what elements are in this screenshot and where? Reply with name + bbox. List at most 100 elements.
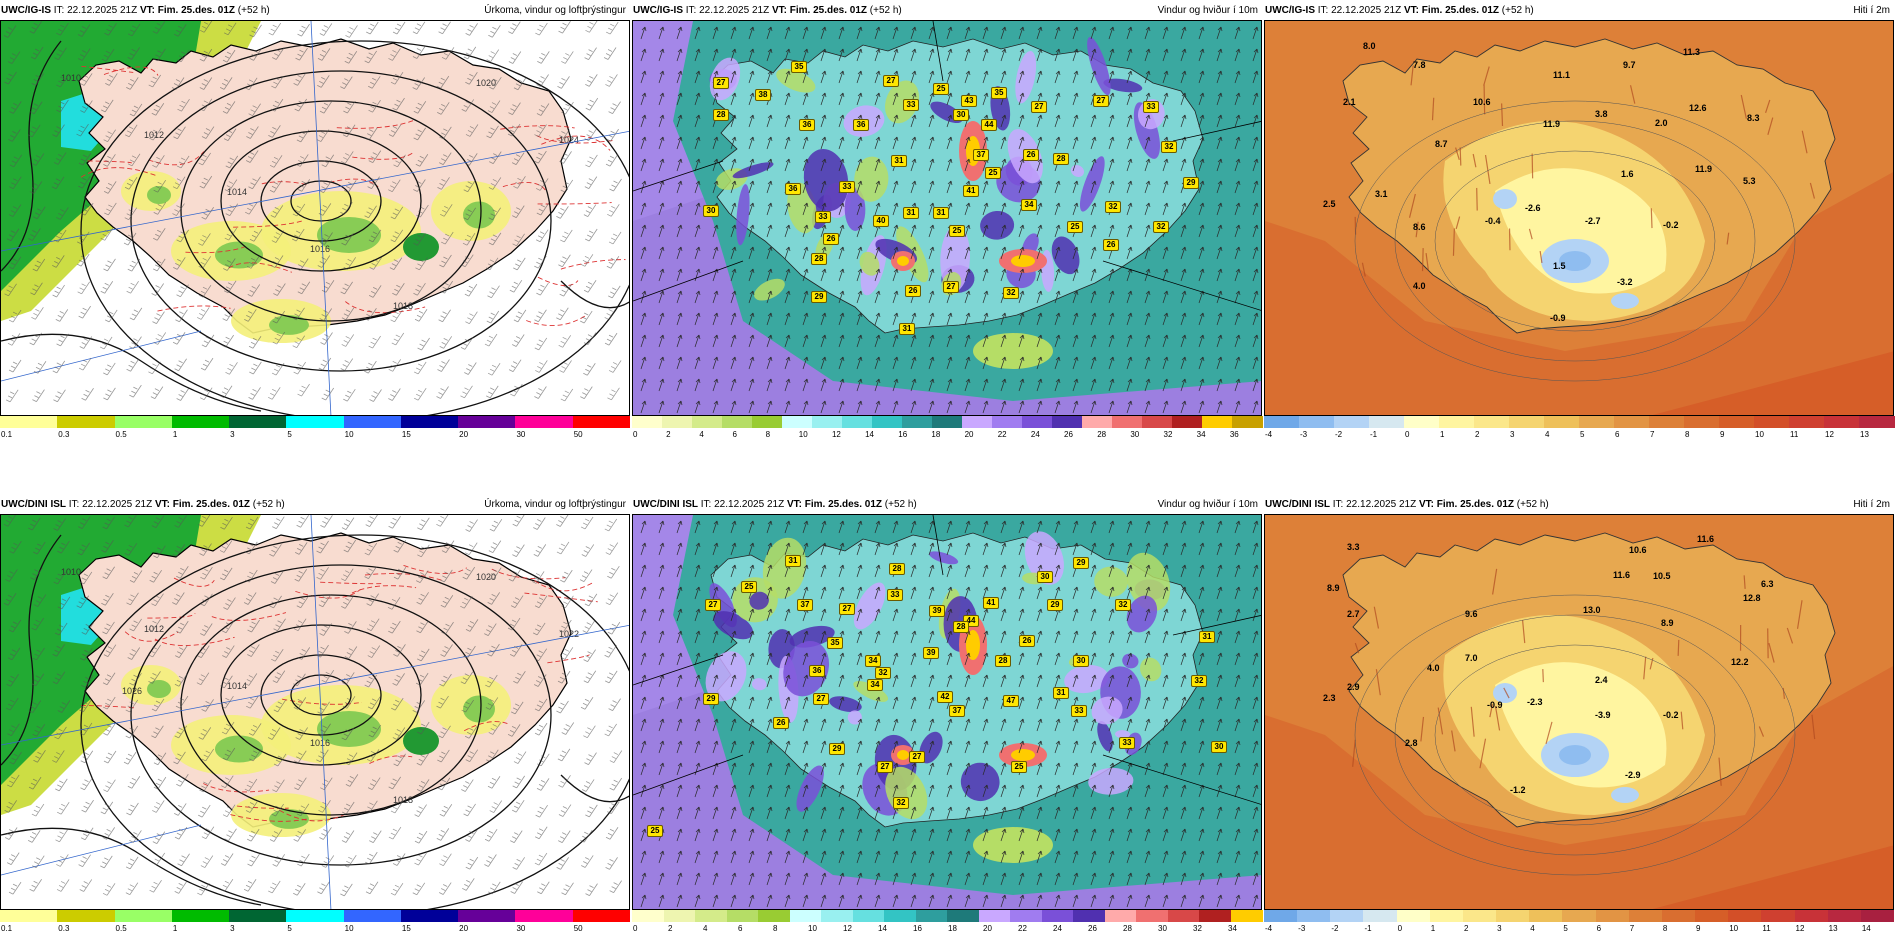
colorbar-swatch bbox=[692, 416, 723, 428]
colorbar-tick-label: 4 bbox=[703, 924, 708, 933]
colorbar-tick-label: 30 bbox=[516, 924, 526, 933]
colorbar-swatch bbox=[1010, 910, 1042, 922]
temperature-label: 2.7 bbox=[1347, 609, 1360, 619]
colorbar-tick-label: 2 bbox=[1463, 924, 1469, 933]
gust-label: 34 bbox=[865, 655, 881, 667]
colorbar-tick-label: 22 bbox=[1018, 924, 1027, 933]
gust-label: 37 bbox=[949, 705, 965, 717]
colorbar-tick-label: 34 bbox=[1196, 430, 1206, 439]
wind-speed-blobs bbox=[705, 531, 1171, 820]
temperature-label: -2.3 bbox=[1527, 697, 1543, 707]
colorbar-tick-label: 2 bbox=[1475, 430, 1480, 439]
gust-label: 28 bbox=[995, 655, 1011, 667]
temp-map[interactable]: 3.3 10.6 11.6 8.9 11.6 10.5 6.3 2.7 9.6 13.0 12.8 8… bbox=[1264, 514, 1894, 910]
precip-map[interactable]: 1010 1012 1014 1016 1018 1020 1024 bbox=[0, 20, 630, 416]
temperature-label: 5.3 bbox=[1743, 176, 1756, 186]
colorbar-swatch bbox=[821, 910, 853, 922]
init-time: 22.12.2025 21Z bbox=[1331, 5, 1402, 16]
gust-label: 36 bbox=[853, 119, 869, 131]
temperature-label: -3.2 bbox=[1617, 277, 1633, 287]
colorbar-swatch bbox=[1579, 416, 1615, 428]
wind-map[interactable]: 31 28 25 27 33 41 29 37 27 39 44 28 30 26 29 32 35 36 34 39… bbox=[632, 514, 1262, 910]
gust-label: 32 bbox=[1153, 221, 1169, 233]
gust-label: 29 bbox=[829, 743, 845, 755]
colorbar-tick-label: 13 bbox=[1828, 924, 1838, 933]
colorbar-swatch bbox=[632, 910, 664, 922]
gust-label: 30 bbox=[1211, 741, 1227, 753]
run-info: UWC/DINI ISL IT: 22.12.2025 21Z VT: Fim.… bbox=[633, 497, 917, 513]
precip-patches bbox=[121, 665, 511, 837]
colorbar-tick-label: 13 bbox=[1860, 430, 1869, 439]
temperature-fields bbox=[1354, 65, 1816, 321]
colorbar-ticks: 0 2 4 6 8 10 12 14 16 18 20 22 24 26 28 30 32 34 bbox=[632, 924, 1262, 936]
colorbar-swatch bbox=[1509, 416, 1545, 428]
colorbar-swatch bbox=[947, 910, 979, 922]
run-info: UWC/IG-IS IT: 22.12.2025 21Z VT: Fim. 25… bbox=[1, 3, 270, 19]
colorbar-swatch bbox=[1136, 910, 1168, 922]
colorbar-tick-label: 16 bbox=[913, 924, 922, 933]
isobar-label: 1010 bbox=[61, 73, 81, 83]
colorbar-swatch bbox=[171, 416, 230, 428]
isobar-label: 1026 bbox=[122, 686, 142, 696]
colorbar-swatch bbox=[1761, 910, 1796, 922]
lead-time: (+52 h) bbox=[237, 5, 270, 16]
colorbar-tick-label: -3 bbox=[1298, 924, 1306, 933]
vt-label: VT: bbox=[1418, 499, 1434, 510]
temperature-label: -0.4 bbox=[1485, 216, 1501, 226]
colorbar-tick-label: 8 bbox=[1662, 924, 1668, 933]
gust-label: 33 bbox=[839, 181, 855, 193]
colorbar-swatch bbox=[789, 910, 822, 922]
colorbar-tick-label: 4 bbox=[1530, 924, 1535, 933]
gust-label: 30 bbox=[1037, 571, 1053, 583]
panel-header: UWC/IG-IS IT: 22.12.2025 21Z VT: Fim. 25… bbox=[1264, 3, 1894, 19]
colorbar-swatch bbox=[632, 416, 663, 428]
colorbar-swatch bbox=[915, 910, 948, 922]
temperature-label: -0.9 bbox=[1487, 700, 1503, 710]
colorbar-swatch bbox=[515, 910, 574, 922]
temp-map[interactable]: 8.0 7.8 11.3 9.7 11.1 2.1 10.6 12.6 3.8 2.0 8.3 11.… bbox=[1264, 20, 1894, 416]
colorbar-swatch bbox=[663, 910, 696, 922]
isobar-label: 1018 bbox=[393, 795, 413, 805]
run-info: UWC/DINI ISL IT: 22.12.2025 21Z VT: Fim.… bbox=[1265, 497, 1549, 513]
gust-label: 25 bbox=[985, 167, 1001, 179]
precip-map[interactable]: 1010 1012 1014 1016 1018 1020 1022 1026 bbox=[0, 514, 630, 910]
panel-header: UWC/DINI ISL IT: 22.12.2025 21Z VT: Fim.… bbox=[632, 497, 1262, 513]
colorbar-swatch bbox=[962, 416, 993, 428]
colorbar-tick-label: 18 bbox=[948, 924, 957, 933]
model-name: UWC/IG-IS bbox=[633, 5, 683, 16]
gust-label: 30 bbox=[953, 109, 969, 121]
colorbar-ticks: 0.1 0.3 0.5 1 3 5 10 15 20 30 50 bbox=[0, 430, 630, 442]
colorbar-swatch bbox=[1661, 910, 1696, 922]
wind-map[interactable]: 35 27 38 28 36 27 33 36 25 30 43 35 27 27 33 31 44 37 25 26… bbox=[632, 20, 1262, 416]
colorbar-tick-label: 4 bbox=[1545, 430, 1550, 439]
isobar-label: 1014 bbox=[227, 187, 247, 197]
colorbar-swatch bbox=[229, 416, 287, 428]
temperature-label: -2.9 bbox=[1625, 770, 1641, 780]
temperature-label: 8.6 bbox=[1413, 222, 1426, 232]
gust-label: 32 bbox=[1003, 287, 1019, 299]
colorbar-swatch bbox=[286, 910, 345, 922]
colorbar-swatch bbox=[1824, 416, 1860, 428]
colorbar-tick-label: 5 bbox=[1580, 430, 1585, 439]
colorbar-tick-label: 0 bbox=[1405, 430, 1410, 439]
colorbar-tick-label: 20 bbox=[983, 924, 992, 933]
colorbar bbox=[1264, 416, 1895, 428]
colorbar-swatch bbox=[726, 910, 759, 922]
colorbar bbox=[632, 416, 1263, 428]
colorbar-tick-label: 36 bbox=[1229, 430, 1239, 439]
colorbar-swatch bbox=[1496, 910, 1530, 922]
colorbar-swatch bbox=[662, 416, 693, 428]
colorbar-swatch bbox=[57, 910, 116, 922]
colorbar-swatch bbox=[1369, 416, 1405, 428]
isobar-label: 1016 bbox=[310, 244, 330, 254]
colorbar-swatch bbox=[752, 416, 783, 428]
vt-label: VT: bbox=[786, 499, 802, 510]
gust-label: 33 bbox=[1071, 705, 1087, 717]
gust-label: 35 bbox=[827, 637, 843, 649]
colorbar bbox=[1264, 910, 1895, 922]
colorbar-tick-label: 26 bbox=[1088, 924, 1097, 933]
colorbar-swatch bbox=[1462, 910, 1497, 922]
colorbar-tick-label: 9 bbox=[1720, 430, 1725, 439]
gust-label: 25 bbox=[949, 225, 965, 237]
gust-label: 38 bbox=[755, 89, 771, 101]
